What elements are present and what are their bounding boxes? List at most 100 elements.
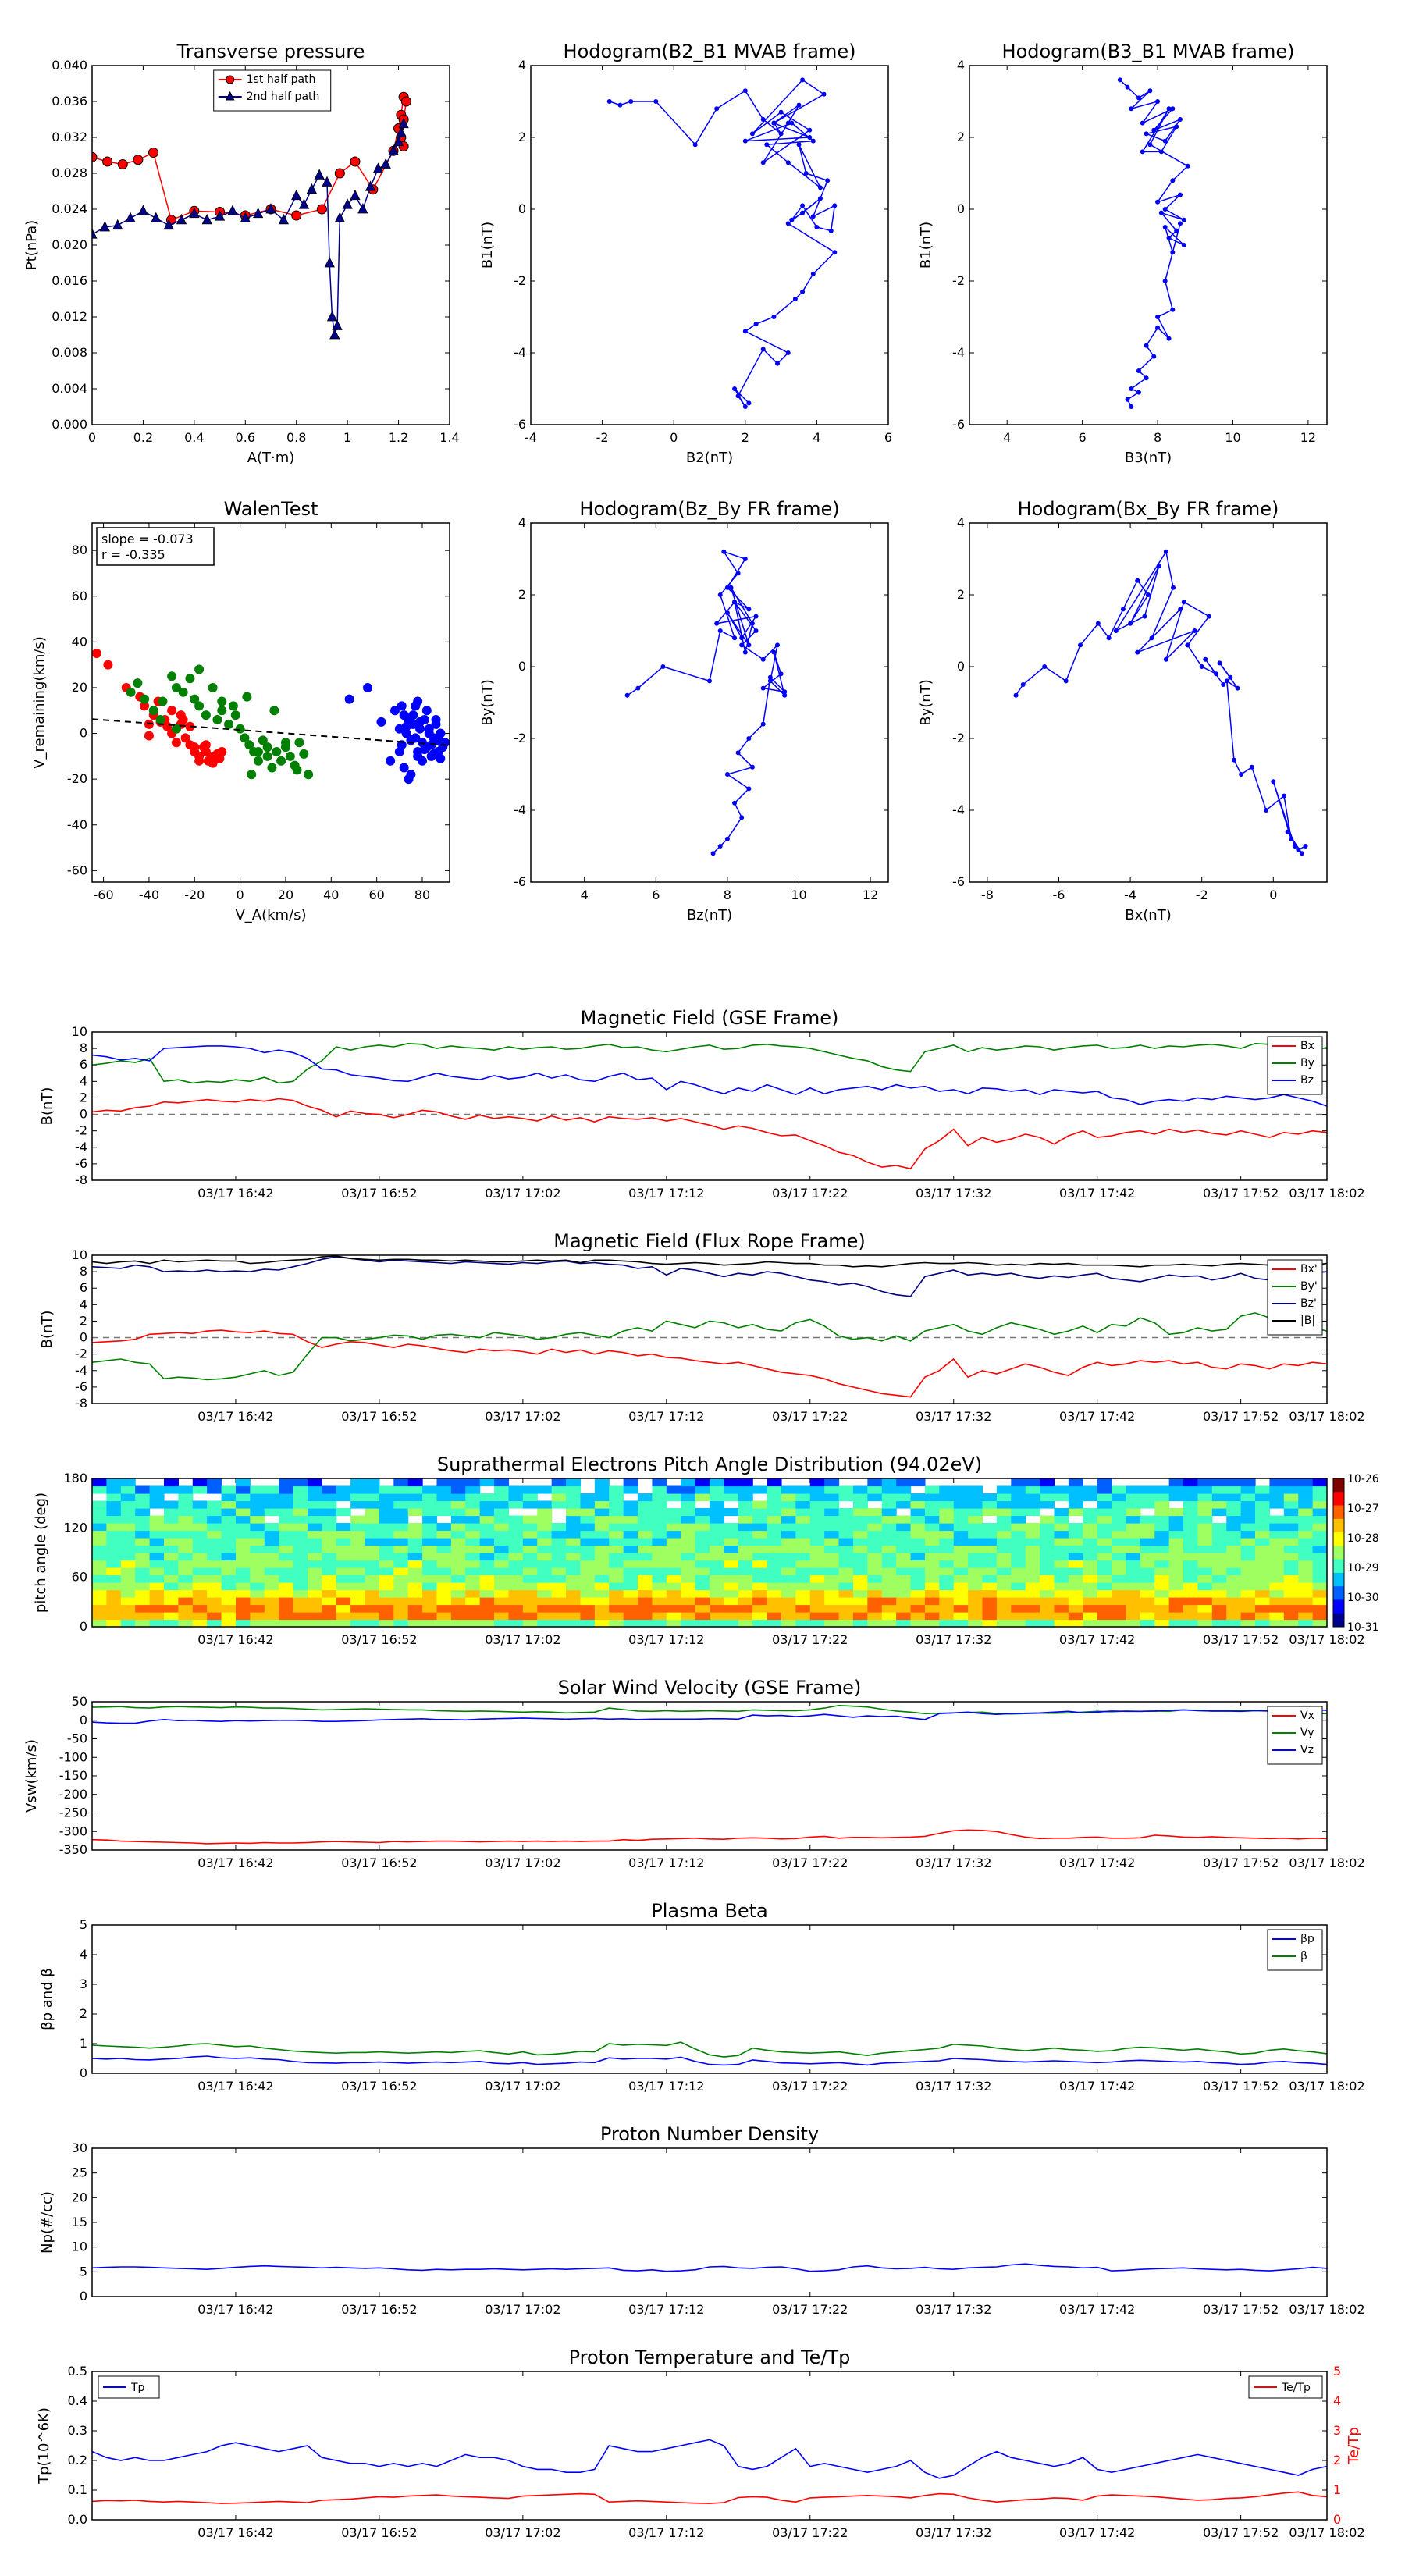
heatmap-cell bbox=[1083, 1567, 1098, 1576]
heatmap-cell bbox=[594, 1560, 610, 1568]
heatmap-cell bbox=[106, 1560, 122, 1568]
heatmap-cell bbox=[609, 1553, 624, 1561]
heatmap-cell bbox=[982, 1493, 998, 1502]
data-point bbox=[291, 210, 302, 221]
heatmap-cell bbox=[752, 1560, 768, 1568]
y2-tick-label: 4 bbox=[1333, 2393, 1341, 2408]
heatmap-cell bbox=[924, 1538, 940, 1546]
heatmap-cell bbox=[135, 1604, 151, 1613]
x-tick-label: 03/17 17:12 bbox=[628, 2302, 704, 2317]
heatmap-cell bbox=[609, 1538, 624, 1546]
heatmap-cell bbox=[1226, 1545, 1242, 1553]
x-tick-label: 03/17 16:42 bbox=[197, 1856, 273, 1870]
heatmap-cell bbox=[1226, 1582, 1242, 1591]
heatmap-cell bbox=[566, 1478, 582, 1487]
heatmap-cell bbox=[379, 1515, 394, 1524]
data-point bbox=[1166, 235, 1172, 240]
legend-entry: 1st half path bbox=[247, 73, 316, 86]
heatmap-cell bbox=[838, 1589, 854, 1598]
heatmap-cell bbox=[336, 1523, 351, 1532]
heatmap-cell bbox=[250, 1523, 265, 1532]
data-point bbox=[1144, 131, 1149, 137]
heatmap-cell bbox=[1168, 1545, 1184, 1553]
heatmap-cell bbox=[163, 1538, 179, 1546]
heatmap-cell bbox=[809, 1515, 825, 1524]
y-tick-label: 2 bbox=[80, 1313, 87, 1328]
heatmap-cell bbox=[1312, 1553, 1327, 1561]
heatmap-cell bbox=[522, 1530, 538, 1539]
heatmap-cell bbox=[867, 1567, 883, 1576]
heatmap-cell bbox=[953, 1508, 969, 1517]
heatmap-cell bbox=[767, 1478, 782, 1487]
heatmap-cell bbox=[1312, 1589, 1327, 1598]
data-point bbox=[760, 160, 766, 165]
x-tick-label: 03/17 17:02 bbox=[485, 1409, 560, 1424]
heatmap-cell bbox=[681, 1493, 696, 1502]
heatmap-cell bbox=[809, 1485, 825, 1494]
heatmap-cell bbox=[1154, 1500, 1170, 1509]
heatmap-cell bbox=[652, 1619, 667, 1627]
heatmap-cell bbox=[1312, 1508, 1327, 1517]
chart-title: Hodogram(B2_B1 MVAB frame) bbox=[564, 41, 856, 62]
heatmap-cell bbox=[178, 1485, 194, 1494]
heatmap-cell bbox=[996, 1485, 1012, 1494]
chart-title: Plasma Beta bbox=[651, 1900, 767, 1922]
heatmap-cell bbox=[250, 1567, 265, 1576]
heatmap-cell bbox=[867, 1478, 883, 1487]
heatmap-cell bbox=[939, 1508, 955, 1517]
heatmap-cell bbox=[1040, 1574, 1055, 1583]
heatmap-cell bbox=[1183, 1538, 1199, 1546]
heatmap-cell bbox=[293, 1589, 308, 1598]
legend-left: Tp bbox=[98, 2375, 160, 2399]
data-point bbox=[240, 212, 251, 222]
heatmap-cell bbox=[781, 1530, 796, 1539]
heatmap-cell bbox=[781, 1538, 796, 1546]
heatmap-cell bbox=[336, 1485, 351, 1494]
heatmap-cell bbox=[939, 1523, 955, 1532]
heatmap-cell bbox=[264, 1493, 279, 1502]
x-tick-label: 03/17 17:42 bbox=[1059, 2079, 1135, 2094]
heatmap-cell bbox=[681, 1589, 696, 1598]
y-tick-label: 5 bbox=[80, 1917, 87, 1932]
heatmap-cell bbox=[279, 1508, 294, 1517]
heatmap-cell bbox=[422, 1612, 438, 1621]
heatmap-cell bbox=[968, 1500, 984, 1509]
heatmap-cell bbox=[1298, 1485, 1314, 1494]
walen-point bbox=[240, 733, 250, 743]
heatmap-cell bbox=[1168, 1574, 1184, 1583]
heatmap-cell bbox=[623, 1574, 638, 1583]
x-tick-label: 03/17 18:02 bbox=[1289, 2525, 1364, 2540]
series-line-βp bbox=[92, 2055, 1327, 2066]
heatmap-cell bbox=[221, 1500, 237, 1509]
heatmap-cell bbox=[738, 1589, 753, 1598]
heatmap-cell bbox=[695, 1582, 710, 1591]
heatmap-cell bbox=[1183, 1619, 1199, 1627]
data-point bbox=[1185, 642, 1190, 648]
y-tick-label: 80 bbox=[72, 543, 87, 557]
heatmap-cell bbox=[1255, 1500, 1271, 1509]
x-tick-label: 80 bbox=[414, 888, 430, 902]
heatmap-cell bbox=[1168, 1567, 1184, 1576]
heatmap-cell bbox=[924, 1515, 940, 1524]
heatmap-cell bbox=[465, 1597, 481, 1606]
slope-text: slope = -0.073 bbox=[101, 532, 194, 546]
heatmap-cell bbox=[1011, 1604, 1026, 1613]
heatmap-cell bbox=[1197, 1493, 1213, 1502]
heatmap-cell bbox=[163, 1485, 179, 1494]
heatmap-cell bbox=[939, 1574, 955, 1583]
heatmap-cell bbox=[1068, 1500, 1083, 1509]
heatmap-cell bbox=[1226, 1560, 1242, 1568]
y-tick-label: -2 bbox=[952, 273, 965, 288]
heatmap-cell bbox=[1269, 1553, 1285, 1561]
heatmap-cell bbox=[279, 1515, 294, 1524]
y-tick-label: 5 bbox=[80, 2264, 87, 2279]
heatmap-cell bbox=[852, 1582, 868, 1591]
heatmap-cell bbox=[594, 1589, 610, 1598]
heatmap-cell bbox=[824, 1604, 840, 1613]
heatmap-cell bbox=[652, 1485, 667, 1494]
heatmap-cell bbox=[479, 1515, 495, 1524]
heatmap-cell bbox=[623, 1612, 638, 1621]
x-tick-label: 4 bbox=[1003, 430, 1011, 445]
heatmap-cell bbox=[1154, 1582, 1170, 1591]
heatmap-cell bbox=[953, 1619, 969, 1627]
